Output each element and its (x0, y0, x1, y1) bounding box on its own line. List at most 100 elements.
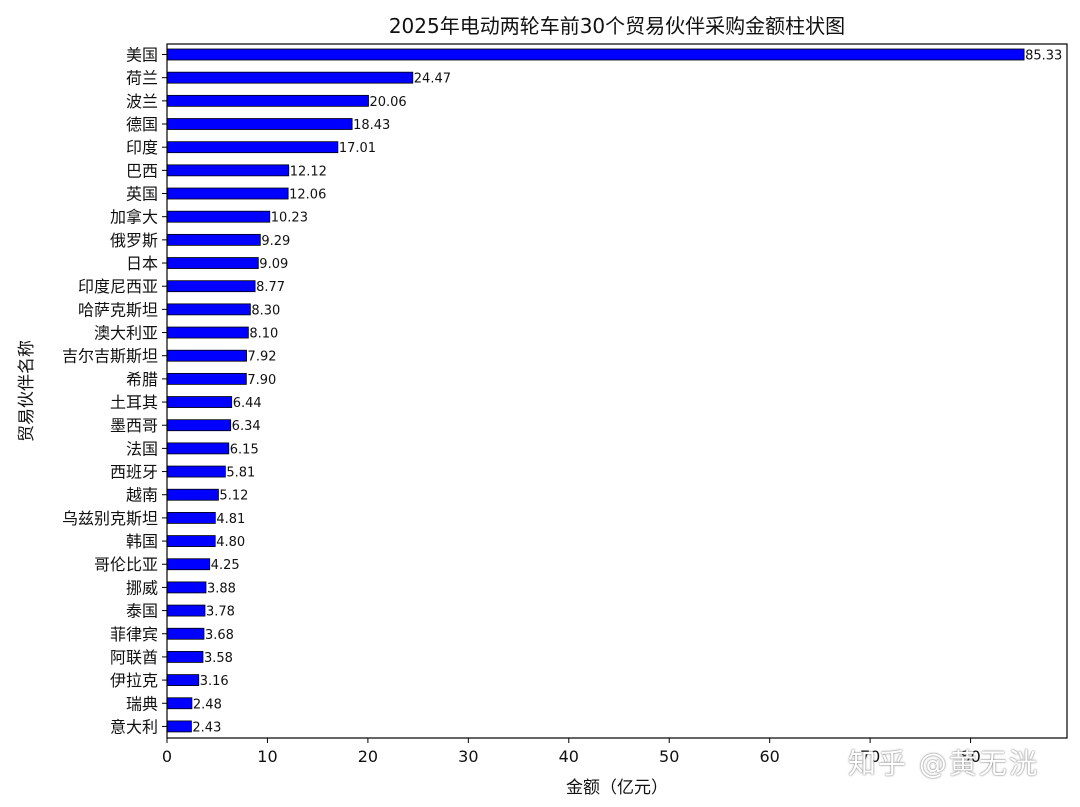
value-label: 85.33 (1025, 49, 1062, 64)
value-label: 3.88 (207, 581, 236, 596)
bar-11 (166, 280, 256, 293)
x-tick-label: 40 (559, 747, 579, 766)
y-tick-label: 希腊 (126, 370, 158, 389)
value-label: 8.77 (256, 280, 285, 295)
value-label: 9.09 (259, 257, 288, 272)
x-tick-label: 30 (458, 747, 478, 766)
bar-18 (166, 442, 230, 455)
bar-1 (166, 48, 1025, 61)
bar-5 (166, 141, 339, 154)
y-tick-label: 印度 (126, 138, 158, 157)
bar-7 (166, 187, 289, 200)
bar-26 (166, 627, 205, 640)
x-tick-label: 10 (257, 747, 277, 766)
y-tick-label: 伊拉克 (110, 671, 158, 690)
value-label: 7.90 (247, 373, 276, 388)
value-label: 5.81 (226, 466, 255, 481)
value-label: 12.06 (289, 188, 326, 203)
y-tick-label: 吉尔吉斯斯坦 (62, 347, 158, 366)
bar-30 (166, 720, 192, 733)
bar-13 (166, 326, 249, 339)
x-tick-label: 0 (162, 747, 172, 766)
y-tick-label: 俄罗斯 (110, 231, 158, 250)
y-tick-label: 土耳其 (110, 393, 158, 412)
y-tick-label: 意大利 (110, 717, 158, 736)
value-label: 4.25 (211, 558, 240, 573)
y-tick-label: 越南 (126, 486, 158, 505)
y-tick-label: 墨西哥 (110, 416, 158, 435)
y-tick-label: 日本 (126, 254, 158, 273)
bar-23 (166, 558, 211, 571)
value-label: 24.47 (414, 72, 451, 87)
y-tick-label: 德国 (126, 115, 158, 134)
y-tick-label: 哈萨克斯坦 (78, 300, 158, 319)
value-label: 6.34 (232, 419, 261, 434)
value-label: 6.15 (230, 442, 259, 457)
y-tick-label: 巴西 (126, 161, 158, 180)
y-tick-label: 韩国 (126, 532, 158, 551)
watermark: 知乎 @黄无洸 (848, 747, 1039, 780)
chart-title: 2025年电动两轮车前30个贸易伙伴采购金额柱状图 (389, 14, 845, 38)
value-label: 9.29 (261, 234, 290, 249)
y-tick-label: 波兰 (126, 92, 158, 111)
y-tick-label: 美国 (126, 46, 158, 65)
bar-17 (166, 419, 232, 432)
bar-27 (166, 651, 204, 663)
bar-14 (166, 349, 247, 362)
plot-area: 美国 85.33 荷兰 24.47 波兰 20.06 德国 18.43 印度 17.01 巴西 12.… (62, 46, 1062, 767)
bar-12 (166, 303, 251, 316)
x-axis-label: 金额（亿元） (566, 778, 668, 798)
bar-10 (166, 257, 259, 269)
bar-29 (166, 697, 193, 710)
x-tick-label: 70 (860, 747, 880, 766)
value-label: 3.58 (204, 651, 233, 666)
y-tick-label: 泰国 (126, 602, 158, 621)
bar-4 (166, 118, 353, 130)
value-label: 3.68 (205, 628, 234, 643)
bar-25 (166, 604, 206, 617)
bar-21 (166, 512, 216, 524)
bar-22 (166, 535, 216, 547)
x-tick-label: 60 (759, 747, 779, 766)
value-label: 2.43 (192, 720, 221, 735)
y-tick-label: 阿联酋 (110, 648, 158, 667)
value-label: 8.30 (251, 303, 280, 318)
y-tick-label: 法国 (126, 439, 158, 458)
value-label: 8.10 (249, 327, 278, 342)
bar-24 (166, 581, 207, 594)
y-tick-label: 乌兹别克斯坦 (62, 509, 158, 528)
bar-6 (166, 164, 290, 177)
bar-2 (166, 71, 414, 84)
y-tick-label: 英国 (126, 185, 158, 204)
bar-15 (166, 372, 247, 385)
y-tick-label: 哥伦比亚 (94, 555, 158, 574)
bar-20 (166, 488, 219, 501)
bar-28 (166, 674, 200, 686)
bar-8 (166, 210, 271, 223)
x-tick-label: 80 (960, 747, 980, 766)
x-tick-label: 50 (659, 747, 679, 766)
value-label: 20.06 (369, 95, 406, 110)
y-tick-label: 荷兰 (126, 69, 158, 88)
bar-19 (166, 465, 226, 478)
bar-9 (166, 233, 261, 246)
y-tick-label: 澳大利亚 (94, 324, 158, 343)
bar-3 (166, 94, 369, 107)
value-label: 5.12 (219, 489, 248, 504)
y-tick-label: 印度尼西亚 (78, 277, 158, 296)
value-label: 3.16 (200, 674, 229, 689)
value-label: 12.12 (290, 164, 327, 179)
value-label: 6.44 (233, 396, 262, 411)
value-label: 3.78 (206, 605, 235, 620)
y-tick-label: 瑞典 (126, 694, 158, 713)
value-label: 4.80 (216, 535, 245, 550)
x-tick-label: 20 (358, 747, 378, 766)
value-label: 2.48 (193, 697, 222, 712)
bar-16 (166, 396, 233, 408)
y-axis-label: 贸易伙伴名称 (17, 340, 37, 442)
y-tick-label: 西班牙 (110, 463, 158, 482)
value-label: 18.43 (353, 118, 390, 133)
y-tick-label: 加拿大 (110, 208, 158, 227)
plot-frame (166, 43, 1068, 739)
